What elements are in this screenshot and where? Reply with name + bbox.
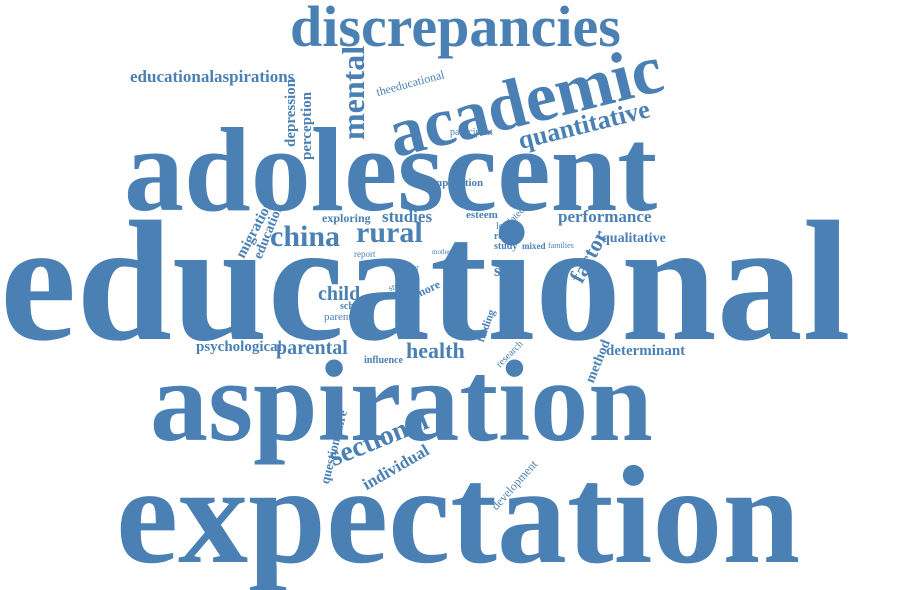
word-higher: higher: [444, 293, 465, 302]
word-studies: studies: [382, 207, 433, 226]
word-study: study: [494, 241, 518, 252]
word-self: self: [494, 261, 519, 280]
word-report: report: [354, 249, 376, 259]
word-implication: implication: [430, 177, 484, 189]
word-parent: parent: [324, 311, 352, 323]
word-performance: performance: [558, 207, 652, 226]
word-child: child: [318, 283, 361, 305]
word-aged: aged: [446, 256, 458, 262]
word-aspiration: aspiration: [150, 338, 653, 466]
word-china: china: [270, 220, 341, 253]
word-influence: influence: [364, 355, 403, 366]
word-mental: mental: [335, 45, 371, 140]
word-health: health: [406, 338, 465, 363]
word-qualitative: qualitative: [602, 231, 666, 246]
word-educational-large: educational: [0, 187, 851, 377]
word-families: families: [548, 241, 574, 250]
word-mother: mother: [432, 248, 452, 256]
word-discrepancies: discrepancies: [290, 0, 621, 59]
word-expectation: expectation: [116, 438, 801, 590]
word-result: result: [494, 231, 519, 242]
word-depth: depth: [446, 269, 462, 277]
word-esteem: esteem: [466, 209, 498, 221]
word-participant: participant: [450, 127, 493, 138]
word-exploring: exploring: [322, 211, 371, 225]
word-perception: perception: [299, 91, 315, 160]
word-rural: rural: [356, 216, 423, 249]
word-educationalaspirations: educationalaspirations: [130, 67, 295, 86]
word-lower: lower: [496, 221, 519, 232]
word-psychological: psychological: [196, 339, 282, 355]
word-depression: depression: [283, 78, 299, 147]
word-mixed: mixed: [522, 241, 546, 251]
word-adolescent: adolescent: [124, 103, 658, 236]
word-determinant: determinant: [606, 343, 686, 359]
word-school: school: [340, 301, 367, 312]
word-parental: parental: [276, 337, 348, 359]
word-poorer: poorer: [398, 263, 419, 272]
word-left: left: [444, 259, 458, 270]
